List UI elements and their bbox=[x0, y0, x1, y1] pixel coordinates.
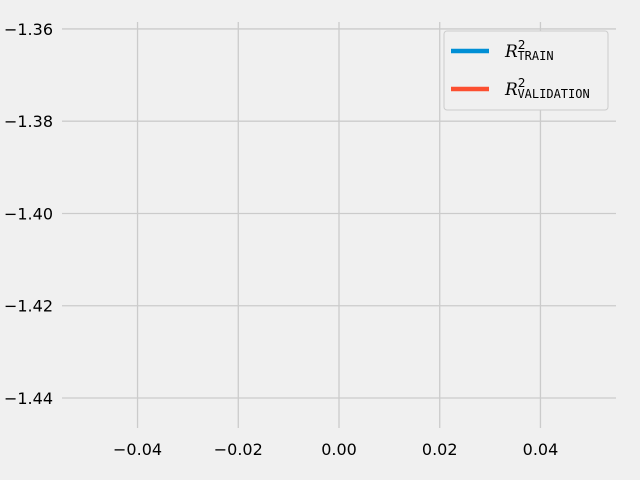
x-tick-label: −0.02 bbox=[214, 440, 263, 459]
legend-label-validation-sup: 2 bbox=[518, 76, 526, 90]
y-tick-label: −1.36 bbox=[4, 20, 53, 39]
x-tick-label: −0.04 bbox=[113, 440, 162, 459]
legend-label-validation: R2 VALIDATION bbox=[504, 76, 590, 101]
x-axis: −0.04 −0.02 0.00 0.02 0.04 bbox=[113, 440, 558, 459]
grid-lines bbox=[62, 22, 616, 428]
legend-label-validation-sub: VALIDATION bbox=[517, 87, 589, 101]
legend-label-train: R2 TRAIN bbox=[504, 38, 554, 63]
y-axis: −1.36 −1.38 −1.40 −1.42 −1.44 bbox=[4, 20, 53, 408]
x-tick-label: 0.02 bbox=[422, 440, 458, 459]
y-tick-label: −1.38 bbox=[4, 112, 53, 131]
legend-label-train-sup: 2 bbox=[518, 38, 526, 52]
y-tick-label: −1.42 bbox=[4, 297, 53, 316]
y-tick-label: −1.40 bbox=[4, 204, 53, 223]
x-tick-label: 0.04 bbox=[523, 440, 559, 459]
x-tick-label: 0.00 bbox=[321, 440, 357, 459]
legend: R2 TRAIN R2 VALIDATION bbox=[443, 30, 609, 111]
y-tick-label: −1.44 bbox=[4, 389, 53, 408]
legend-label-train-sub: TRAIN bbox=[517, 49, 553, 63]
